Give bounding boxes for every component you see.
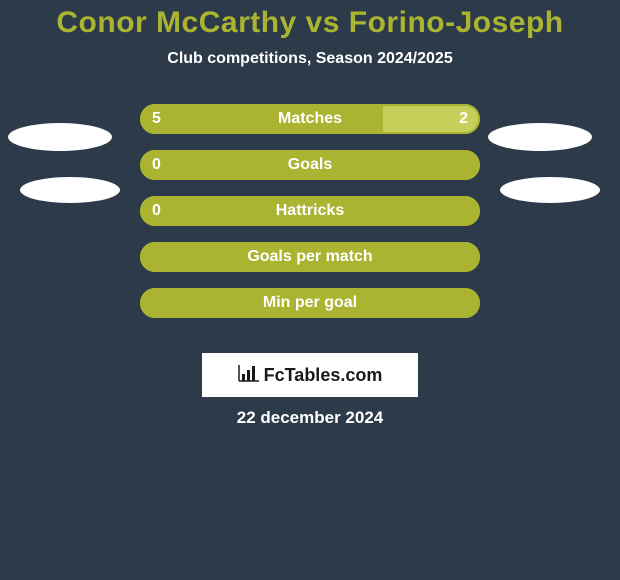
stat-row: Goals per match [0, 234, 620, 280]
stat-row: Min per goal [0, 280, 620, 326]
bar-track [140, 242, 480, 272]
decorative-ellipse [8, 123, 112, 151]
barchart-icon [238, 364, 260, 387]
bar-left-fill [140, 288, 480, 318]
comparison-widget: Conor McCarthy vs Forino-Joseph Club com… [0, 0, 620, 580]
decorative-ellipse [488, 123, 592, 151]
bar-right-fill [383, 104, 480, 134]
logo-text: FcTables.com [238, 364, 383, 387]
footer-date: 22 december 2024 [0, 408, 620, 428]
bar-track [140, 196, 480, 226]
bar-track [140, 104, 480, 134]
page-title: Conor McCarthy vs Forino-Joseph [0, 0, 620, 40]
subtitle: Club competitions, Season 2024/2025 [0, 50, 620, 68]
bar-left-fill [140, 196, 480, 226]
logo-label: FcTables.com [264, 365, 383, 386]
bar-track [140, 150, 480, 180]
bar-left-fill [140, 242, 480, 272]
footer-logo[interactable]: FcTables.com [202, 353, 418, 397]
bar-left-fill [140, 150, 480, 180]
bar-left-fill [140, 104, 383, 134]
bar-track [140, 288, 480, 318]
decorative-ellipse [500, 177, 600, 203]
decorative-ellipse [20, 177, 120, 203]
